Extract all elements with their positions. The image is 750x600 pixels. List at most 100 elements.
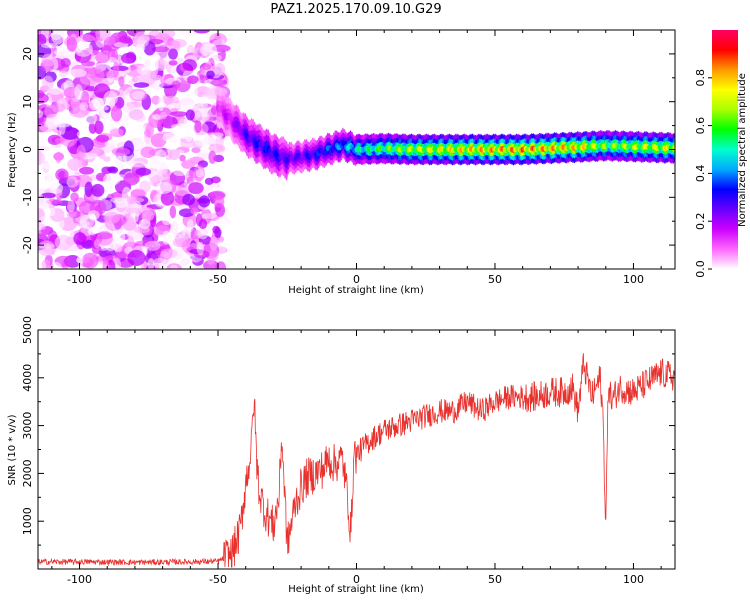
noise-blob: [181, 227, 192, 240]
snr-x-tick-label: 100: [623, 573, 644, 586]
noise-blob: [124, 215, 134, 228]
noise-blob: [68, 68, 87, 78]
snr-y-tick-label: 4000: [21, 364, 34, 392]
noise-blob: [168, 48, 178, 60]
noise-blob: [142, 210, 155, 222]
snr-x-tick-label: 50: [488, 573, 502, 586]
noise-blob: [76, 131, 85, 139]
noise-blob: [178, 31, 189, 40]
noise-blob: [195, 139, 212, 147]
noise-blob: [145, 122, 154, 139]
noise-blob: [38, 34, 47, 47]
noise-blob: [102, 173, 121, 186]
noise-blob: [131, 76, 139, 83]
noise-blob: [44, 104, 58, 118]
noise-blob: [103, 156, 111, 162]
noise-blob: [55, 168, 69, 182]
noise-blob: [51, 261, 62, 269]
spectrogram-x-tick-label: 100: [623, 273, 644, 286]
noise-blob: [133, 82, 150, 88]
noise-blob: [195, 169, 204, 178]
noise-blob: [201, 183, 214, 194]
noise-blob: [110, 105, 123, 122]
snr-y-tick-label: 1000: [21, 507, 34, 535]
noise-blob: [70, 192, 79, 202]
noise-blob: [103, 36, 121, 52]
noise-blob: [174, 41, 181, 52]
noise-blob: [38, 136, 47, 145]
noise-blob: [67, 199, 75, 213]
noise-blob: [154, 59, 167, 71]
spectrogram-x-axis-title: Height of straight line (km): [288, 285, 424, 296]
noise-blob: [200, 42, 217, 58]
noise-blob: [186, 158, 196, 167]
noise-blob: [173, 169, 187, 177]
snr-ticks: -100 -50 0 50 100 1000 2000 3000 4000 5000: [21, 316, 675, 586]
spectrogram-frame: [37, 29, 676, 270]
noise-blob: [120, 109, 128, 125]
noise-blob: [95, 51, 110, 64]
noise-blob: [66, 36, 78, 52]
noise-blob: [104, 139, 116, 148]
noise-blob: [128, 160, 146, 168]
noise-blob: [177, 98, 196, 106]
noise-blob: [217, 218, 229, 231]
noise-blob: [209, 236, 218, 251]
noise-blob: [204, 177, 214, 185]
spectrogram-x-tick-label: 50: [488, 273, 502, 286]
noise-blob: [38, 149, 43, 165]
noise-blob: [84, 181, 93, 198]
noise-blob: [193, 30, 211, 34]
noise-blob: [169, 205, 177, 219]
noise-blob: [119, 35, 132, 44]
noise-blob: [126, 195, 138, 205]
noise-blob: [144, 240, 161, 251]
noise-blob: [42, 75, 54, 91]
noise-blob: [113, 229, 126, 245]
noise-blob: [197, 226, 209, 240]
noise-blob: [86, 111, 97, 125]
noise-blob: [161, 213, 172, 226]
noise-blob: [185, 109, 195, 121]
noise-blob: [54, 234, 72, 251]
noise-blob: [201, 63, 212, 71]
noise-blob: [38, 243, 55, 249]
noise-blob: [49, 182, 64, 194]
noise-blob: [187, 75, 199, 84]
noise-blob: [170, 264, 178, 269]
noise-blob: [92, 96, 105, 110]
noise-blob: [171, 123, 188, 130]
snr-panel: -100 -50 0 50 100 1000 2000 3000 4000 5000 Height…: [7, 316, 676, 595]
noise-blob: [121, 52, 137, 64]
noise-blob: [139, 218, 151, 230]
noise-blob: [79, 102, 89, 111]
noise-blob: [112, 62, 120, 78]
noise-blob: [135, 167, 152, 176]
snr-y-axis-title: SNR (10 * v/v): [7, 414, 18, 485]
noise-blob: [125, 207, 144, 214]
colorbar-scale: [712, 30, 738, 269]
noise-blob: [77, 251, 84, 267]
noise-blob: [103, 90, 118, 106]
noise-blob: [134, 113, 146, 123]
noise-blob: [198, 195, 211, 208]
noise-blob: [79, 166, 95, 175]
noise-blob: [201, 213, 218, 219]
noise-blob: [160, 111, 168, 120]
spectrogram-y-tick-label: 0: [21, 146, 34, 153]
noise-blob: [151, 46, 170, 53]
noise-blob: [38, 109, 44, 119]
noise-blob: [53, 48, 72, 57]
snr-y-tick-label: 5000: [21, 316, 34, 344]
noise-blob: [190, 207, 199, 215]
noise-blob: [179, 154, 186, 162]
noise-blob: [206, 70, 215, 79]
noise-blob: [180, 139, 196, 149]
noise-blob: [167, 102, 184, 109]
noise-blob: [38, 229, 50, 236]
noise-blob: [171, 80, 181, 89]
spectrogram-y-axis-title: Frequency (Hz): [7, 112, 18, 188]
noise-blob: [75, 37, 84, 54]
noise-blob: [90, 68, 105, 83]
